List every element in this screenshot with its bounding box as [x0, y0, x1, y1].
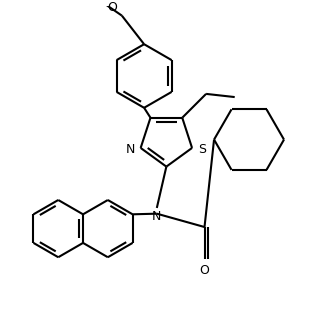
- Text: O: O: [200, 264, 210, 277]
- Text: S: S: [198, 143, 206, 156]
- Text: N: N: [152, 210, 162, 223]
- Text: N: N: [125, 143, 135, 156]
- Text: O: O: [107, 1, 117, 14]
